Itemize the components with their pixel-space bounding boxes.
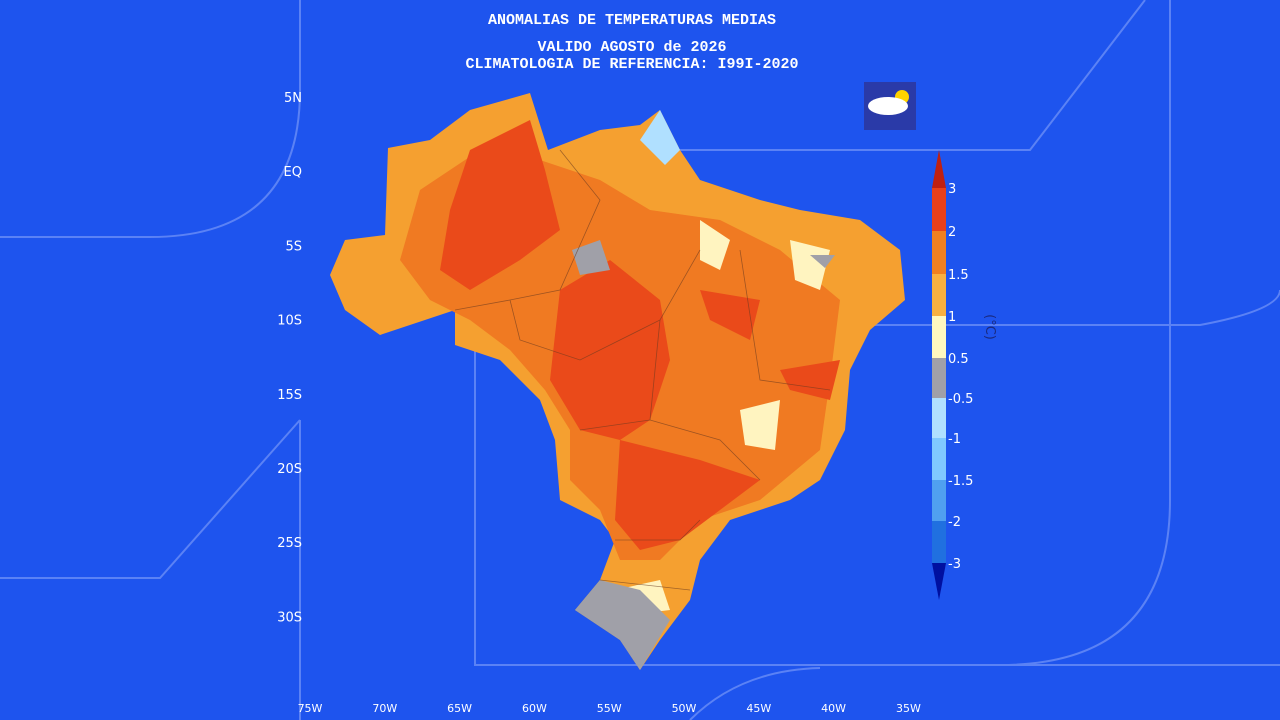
logo	[864, 82, 916, 130]
colorbar-segment	[932, 358, 946, 398]
colorbar-label: -0.5	[948, 392, 973, 407]
colorbar-label: -1	[948, 432, 961, 447]
colorbar-label: 0.5	[948, 352, 969, 367]
reference: CLIMATOLOGIA DE REFERENCIA: I99I-2020	[465, 56, 798, 73]
colorbar-segment	[932, 274, 946, 316]
region-hot	[440, 120, 840, 550]
colorbar-label: 1.5	[948, 268, 969, 283]
colorbar-arrow	[932, 150, 946, 188]
colorbar-label: -3	[948, 557, 961, 572]
lon-label: 75W	[298, 702, 323, 715]
region-cream	[615, 220, 830, 615]
lat-label: 5N	[284, 91, 302, 106]
title: ANOMALIAS DE TEMPERATURAS MEDIAS	[488, 12, 776, 29]
colorbar-label: 1	[948, 310, 956, 325]
colorbar-segment	[932, 231, 946, 274]
colorbar-label: 3	[948, 182, 956, 197]
brazil-map	[330, 93, 905, 670]
colorbar-label: -1.5	[948, 474, 973, 489]
lon-label: 35W	[896, 702, 921, 715]
subtitle: VALIDO AGOSTO de 2026	[537, 39, 726, 56]
lat-label: 5S	[285, 239, 302, 254]
region-cool	[640, 110, 680, 165]
lat-label: 20S	[277, 462, 302, 477]
colorbar: (°C)	[932, 150, 997, 600]
lon-label: 50W	[672, 702, 697, 715]
lat-label: 30S	[277, 610, 302, 625]
colorbar-arrow	[932, 563, 946, 600]
colorbar-segment	[932, 521, 946, 563]
colorbar-segment	[932, 438, 946, 480]
colorbar-segment	[932, 316, 946, 358]
lon-label: 60W	[522, 702, 547, 715]
lat-label: 25S	[277, 536, 302, 551]
lat-label: 15S	[277, 388, 302, 403]
colorbar-label: 2	[948, 225, 956, 240]
colorbar-segment	[932, 398, 946, 438]
lat-label: EQ	[284, 165, 302, 180]
lon-label: 45W	[746, 702, 771, 715]
lon-label: 55W	[597, 702, 622, 715]
colorbar-label: -2	[948, 515, 961, 530]
logo-cloud	[868, 97, 908, 115]
colorbar-segment	[932, 188, 946, 231]
state-borders	[454, 149, 831, 591]
colorbar-unit: (°C)	[982, 314, 997, 340]
colorbar-segment	[932, 480, 946, 521]
lon-label: 70W	[372, 702, 397, 715]
lon-label: 40W	[821, 702, 846, 715]
lat-label: 10S	[277, 314, 302, 329]
lon-label: 65W	[447, 702, 472, 715]
